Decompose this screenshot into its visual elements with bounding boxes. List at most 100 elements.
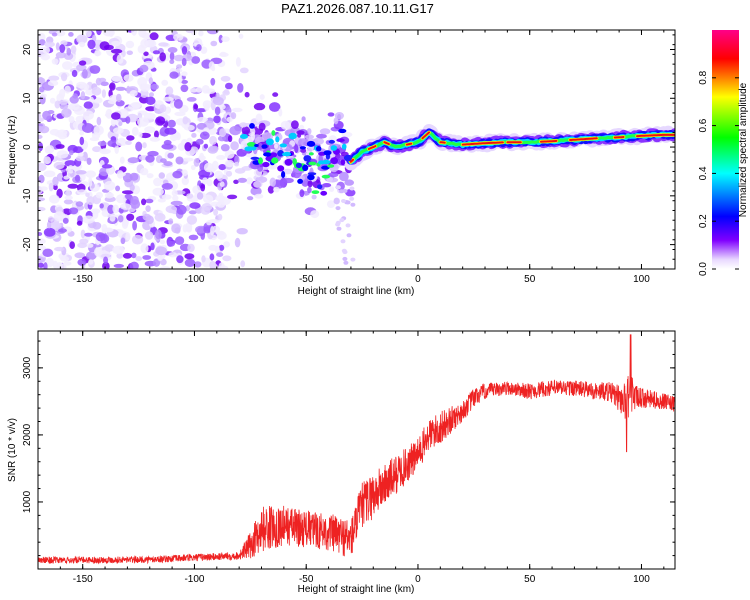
spectrogram-blob xyxy=(169,59,175,64)
spectrogram-blob xyxy=(217,265,229,269)
spectrogram-spot xyxy=(279,143,287,148)
spectrogram-spot xyxy=(328,139,335,144)
spectrogram-spot xyxy=(246,142,256,147)
spectrogram-blob xyxy=(83,101,94,109)
spectrogram-blob xyxy=(269,177,276,187)
spectrogram-spot xyxy=(277,165,285,172)
spectrogram-blob xyxy=(116,252,124,259)
spectrogram-blob xyxy=(131,30,137,36)
spectrogram-blob xyxy=(206,178,213,187)
spectrogram-blob xyxy=(225,82,233,90)
spectrogram-blob xyxy=(111,76,124,82)
spectrogram-blob xyxy=(224,150,235,159)
spectrogram-blob xyxy=(149,32,159,41)
y-tick-label: 2000 xyxy=(22,423,33,446)
spectrogram-blob xyxy=(207,146,218,154)
spectrogram-blob xyxy=(85,30,92,38)
spectrogram-blob xyxy=(38,117,45,122)
spectrogram-blob xyxy=(39,186,48,191)
spectrogram-blob xyxy=(299,124,305,131)
spectrogram-blob xyxy=(342,256,348,261)
spectrogram-blob xyxy=(74,174,81,182)
spectrogram-blob xyxy=(46,221,52,229)
spectrogram-blob xyxy=(63,199,73,205)
spectrogram-blob xyxy=(154,213,166,222)
spectrogram-blob xyxy=(138,30,147,38)
spectrogram-blob xyxy=(78,152,84,157)
spectrogram-blob xyxy=(85,192,90,198)
spectrogram-blob xyxy=(68,116,75,123)
spectrogram-blob xyxy=(145,154,155,163)
spectrogram-blob xyxy=(189,146,199,154)
spectrogram-blob xyxy=(73,146,84,154)
spectrogram-spot xyxy=(269,152,278,158)
spectrogram-x-axis: -150 -100 -50 0 50 100 xyxy=(37,30,665,285)
spectrogram-blob xyxy=(196,44,202,52)
spectrogram-blob xyxy=(40,53,51,61)
spectrogram-blob xyxy=(96,30,102,36)
spectrogram-blob xyxy=(349,196,355,201)
spectrogram-blob xyxy=(217,213,223,221)
spectrogram-blob xyxy=(42,248,54,257)
spectrogram-blob xyxy=(211,65,216,72)
spectrogram-blob xyxy=(87,39,96,50)
spectrogram-blob xyxy=(69,241,75,250)
spectrogram-blob xyxy=(240,260,246,268)
spectrogram-blob xyxy=(230,112,237,120)
spectrogram-blob xyxy=(66,47,72,56)
spectrogram-blob xyxy=(63,175,70,180)
spectrogram-blob xyxy=(143,112,156,120)
spectrogram-blob xyxy=(217,135,227,142)
spectrogram-blob xyxy=(329,186,335,193)
spectrogram-blob xyxy=(346,233,352,238)
spectrogram-y-axis: -20 -10 0 10 20 xyxy=(22,34,675,270)
colorbar: 0.0 0.2 0.4 0.6 0.8 Normalized spectral ampl… xyxy=(698,30,749,276)
spectrogram-blob xyxy=(209,260,217,269)
spectrogram-blob xyxy=(120,203,132,210)
spectrogram-blob xyxy=(176,64,183,69)
spectrogram-blob xyxy=(193,158,200,167)
spectrogram-blob xyxy=(327,112,335,117)
spectrogram-blob xyxy=(56,262,63,268)
spectrogram-blob xyxy=(129,184,135,192)
spectrogram-blob xyxy=(110,48,123,54)
spectrogram-blob xyxy=(192,185,202,195)
spectrogram-blob xyxy=(221,36,230,42)
colorbar-ticks: 0.0 0.2 0.4 0.6 0.8 xyxy=(698,70,739,276)
spectrogram-blob xyxy=(162,96,174,102)
spectrogram-blob xyxy=(122,252,132,259)
spectrogram-blob xyxy=(38,113,42,119)
spectrogram-blob xyxy=(175,156,184,165)
spectrogram-blob xyxy=(202,177,208,185)
spectrogram-blob xyxy=(76,81,87,89)
spectrogram-blob xyxy=(173,33,184,41)
spectrogram-blob xyxy=(203,143,209,149)
spectrogram-blob xyxy=(38,39,46,46)
spectrogram-blob xyxy=(75,170,87,175)
spectrogram-blob xyxy=(163,161,173,167)
spectrogram-blob xyxy=(341,131,353,138)
spectrogram-spot xyxy=(261,144,268,149)
spectrogram-spot xyxy=(321,159,331,165)
spectrogram-blob xyxy=(176,204,187,215)
spectrogram-blob xyxy=(140,243,149,254)
spectrogram-blob xyxy=(186,193,194,199)
spectrogram-blob xyxy=(339,171,349,182)
spectrogram-spot xyxy=(306,140,316,147)
snr-y-label: SNR (10 * v/v) xyxy=(7,418,18,482)
spectrogram-blob xyxy=(258,142,263,151)
spectrogram-blob xyxy=(306,128,312,135)
spectrogram-spot xyxy=(295,162,302,169)
spectrogram-blob xyxy=(79,130,84,136)
spectrogram-spot xyxy=(308,152,314,156)
spectrogram-blob xyxy=(145,106,157,112)
spectrogram-blob xyxy=(223,241,231,248)
spectrogram-spot xyxy=(323,150,332,156)
x-tick-label: -150 xyxy=(73,574,93,585)
spectrogram-blob xyxy=(184,253,195,260)
spectrogram-blob xyxy=(101,89,106,98)
spectrogram-blob xyxy=(99,148,111,155)
spectrogram-blob xyxy=(185,30,195,34)
spectrogram-blob xyxy=(167,119,176,128)
spectrogram-blob xyxy=(104,244,115,252)
